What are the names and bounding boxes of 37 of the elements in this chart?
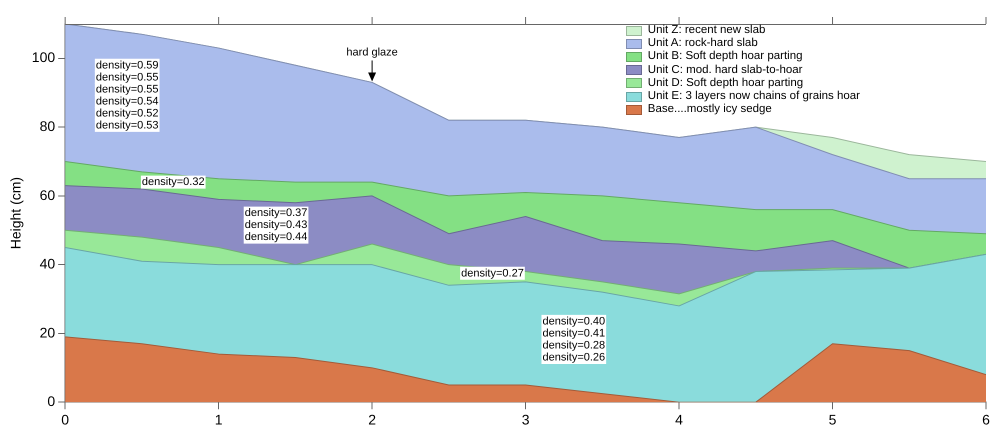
annotation: density=0.43 xyxy=(244,219,308,232)
annotation: density=0.37 xyxy=(244,207,308,220)
legend-label: Unit D: Soft depth hoar parting xyxy=(648,76,804,90)
legend-label: Unit A: rock-hard slab xyxy=(648,37,758,50)
annotation: density=0.54 xyxy=(96,95,159,108)
x-tick-label: 1 xyxy=(214,411,223,428)
annotation: density=0.44 xyxy=(244,231,308,244)
annotation: density=0.32 xyxy=(142,176,205,188)
legend-label: Unit E: 3 layers now chains of grains hoar xyxy=(648,90,860,104)
annotation: density=0.40 xyxy=(542,315,606,328)
x-tick-label: 0 xyxy=(61,411,70,428)
annotation: hard glaze xyxy=(346,46,398,58)
legend-label: Base....mostly icy sedge xyxy=(648,103,772,116)
x-tick-label: 5 xyxy=(828,411,837,428)
y-tick-label: 0 xyxy=(47,393,56,410)
legend-label: Unit C: mod. hard slab-to-hoar xyxy=(648,64,802,77)
annotation: density=0.53 xyxy=(96,119,159,132)
legend-label: Unit Z: recent new slab xyxy=(648,24,766,38)
y-tick-label: 60 xyxy=(40,186,56,203)
y-tick-label: 20 xyxy=(40,324,56,340)
x-tick-label: 4 xyxy=(675,411,684,428)
annotation: density=0.55 xyxy=(96,71,159,84)
annotation: density=0.28 xyxy=(542,340,606,352)
y-axis-title: Height (cm) xyxy=(7,176,24,250)
annotation: density=0.55 xyxy=(96,83,159,96)
x-tick-label: 2 xyxy=(368,411,376,428)
x-tick-label: 3 xyxy=(522,411,530,428)
x-tick-label: 6 xyxy=(982,411,990,428)
legend-label: Unit B: Soft depth hoar parting xyxy=(648,50,802,64)
annotation: density=0.41 xyxy=(542,327,606,340)
annotation: density=0.26 xyxy=(542,352,606,364)
annotation: density=0.52 xyxy=(96,107,159,120)
y-tick-label: 40 xyxy=(40,256,56,272)
annotation: density=0.59 xyxy=(96,59,159,72)
y-tick-label: 80 xyxy=(40,118,56,134)
y-tick-label: 100 xyxy=(32,49,56,66)
annotation: density=0.27 xyxy=(461,267,524,280)
